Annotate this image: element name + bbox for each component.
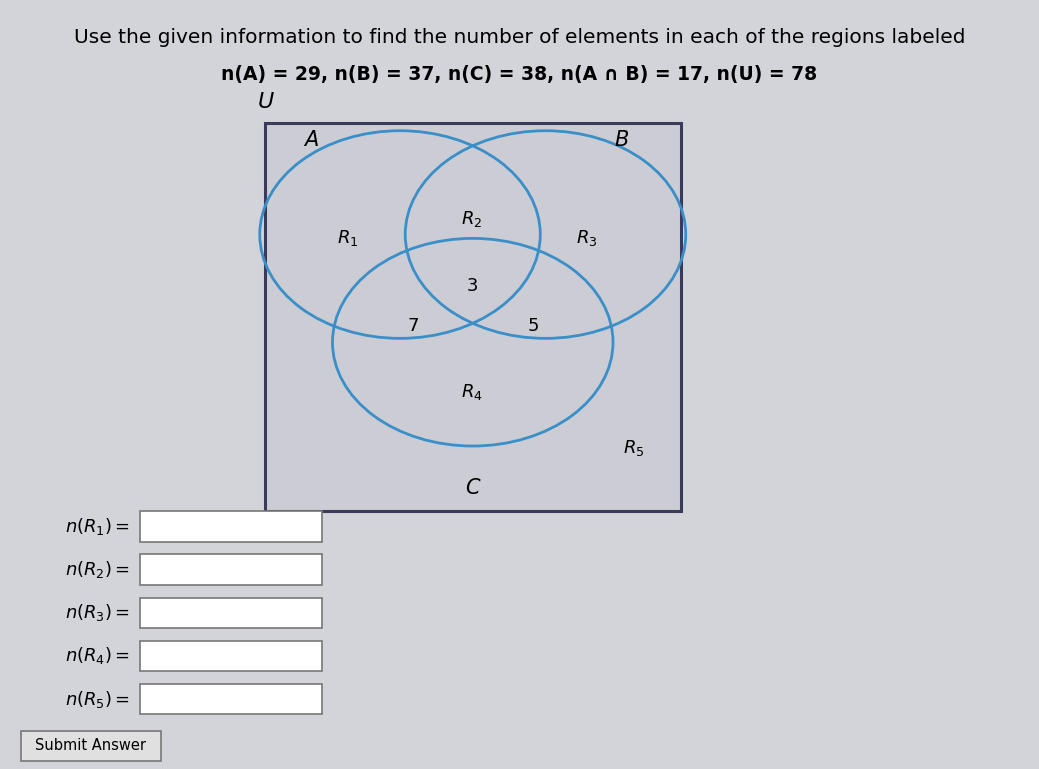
- Text: $n(R_{1}) =$: $n(R_{1}) =$: [64, 516, 130, 538]
- Text: B: B: [614, 130, 629, 150]
- Text: $n(R_{2}) =$: $n(R_{2}) =$: [64, 559, 130, 581]
- Text: 3: 3: [467, 277, 479, 295]
- Text: $n(R_{5}) =$: $n(R_{5}) =$: [64, 688, 130, 710]
- Text: $R_2$: $R_2$: [461, 209, 482, 229]
- Bar: [140, 598, 322, 628]
- Text: A: A: [304, 130, 319, 150]
- Text: 7: 7: [407, 317, 420, 335]
- Bar: [140, 511, 322, 542]
- Text: $n(R_{4}) =$: $n(R_{4}) =$: [64, 645, 130, 667]
- Text: n(A) = 29, n(B) = 37, n(C) = 38, n(A ∩ B) = 17, n(U) = 78: n(A) = 29, n(B) = 37, n(C) = 38, n(A ∩ B…: [221, 65, 818, 85]
- Text: Use the given information to find the number of elements in each of the regions : Use the given information to find the nu…: [74, 28, 965, 48]
- Bar: [140, 554, 322, 585]
- Text: $R_4$: $R_4$: [461, 382, 482, 402]
- Bar: [265, 123, 681, 511]
- Text: Submit Answer: Submit Answer: [35, 738, 146, 754]
- Text: 5: 5: [527, 317, 539, 335]
- Text: C: C: [465, 478, 480, 498]
- Text: $R_5$: $R_5$: [623, 438, 644, 458]
- Text: $R_1$: $R_1$: [338, 228, 358, 248]
- Text: $R_3$: $R_3$: [577, 228, 597, 248]
- Text: $n(R_{3}) =$: $n(R_{3}) =$: [64, 602, 130, 624]
- Bar: [140, 641, 322, 671]
- Text: U: U: [258, 92, 274, 112]
- Bar: [140, 684, 322, 714]
- Bar: [21, 731, 161, 761]
